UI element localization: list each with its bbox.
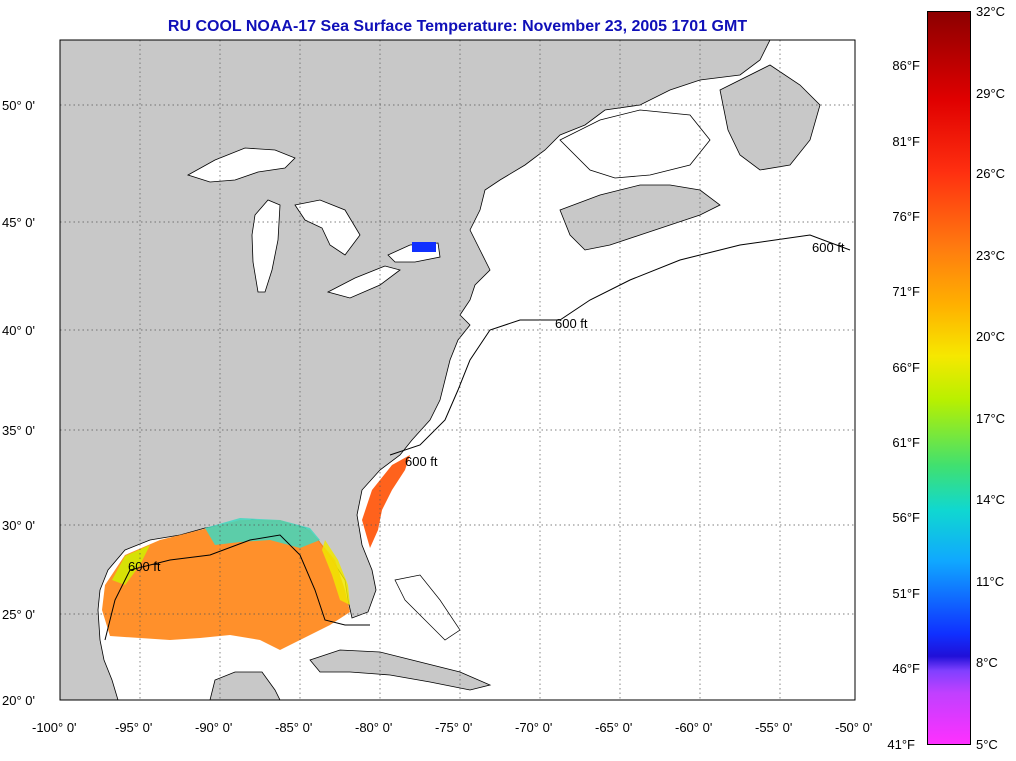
temperature-colorbar (927, 11, 971, 745)
colorbar-celsius-label: 20°C (976, 329, 1006, 344)
lon-label: -100° 0' (32, 720, 77, 735)
land-cuba (309, 649, 492, 691)
gulf-sst-florida-shelf (322, 540, 350, 605)
colorbar-celsius-label: 11°C (976, 574, 1005, 589)
colorbar-celsius-label: 8°C (976, 655, 998, 670)
lat-label: 25° 0' (2, 607, 35, 622)
colorbar-fahrenheit-label: 46°F (892, 661, 920, 676)
contour-label: 600 ft (405, 454, 438, 469)
colorbar-fahrenheit-label: 61°F (892, 435, 920, 450)
lon-label: -90° 0' (195, 720, 232, 735)
lat-label: 40° 0' (2, 323, 35, 338)
contour-label: 600 ft (812, 240, 845, 255)
map-title: RU COOL NOAA-17 Sea Surface Temperature:… (167, 18, 748, 35)
contour-label: 600 ft (555, 316, 588, 331)
lon-axis: -100° 0' -95° 0' -90° 0' -85° 0' -80° 0'… (32, 720, 872, 735)
bahamas (394, 574, 461, 641)
gulf-sst-west-shelf (112, 545, 150, 585)
gulf-sst (102, 520, 350, 650)
colorbar-fahrenheit-label: 81°F (892, 134, 920, 149)
lake-erie (326, 265, 401, 299)
graticule (60, 40, 855, 700)
colorbar-fahrenheit-label: 66°F (892, 360, 920, 375)
lon-label: -95° 0' (115, 720, 152, 735)
lat-label: 45° 0' (2, 215, 35, 230)
lon-label: -70° 0' (515, 720, 552, 735)
colorbar-fahrenheit-label: 56°F (892, 510, 920, 525)
gulfstream-sst (362, 455, 410, 548)
lake-michigan (251, 199, 281, 293)
lat-label: 20° 0' (2, 693, 35, 708)
land-newfoundland (719, 64, 821, 171)
lon-label: -65° 0' (595, 720, 632, 735)
colorbar-celsius-label: 23°C (976, 248, 1006, 263)
lon-label: -80° 0' (355, 720, 392, 735)
colorbar-celsius-label: 17°C (976, 411, 1006, 426)
lat-label: 30° 0' (2, 518, 35, 533)
lat-label: 35° 0' (2, 423, 35, 438)
gulf-sst-cool-shelf (205, 518, 320, 548)
land-north-america (60, 40, 771, 700)
land-yucatan (209, 671, 281, 700)
colorbar-fahrenheit-label: 41°F (887, 737, 915, 752)
colorbar-fahrenheit-label: 71°F (892, 284, 920, 299)
map-frame (59, 39, 856, 701)
lake-superior (186, 147, 296, 183)
lon-label: -50° 0' (835, 720, 872, 735)
colorbar-fahrenheit-label: 86°F (892, 58, 920, 73)
land-maritimes (559, 184, 721, 251)
lake-huron (294, 199, 361, 256)
contour-label: 600 ft (128, 559, 161, 574)
lake-ontario-sst (412, 242, 436, 252)
lon-label: -60° 0' (675, 720, 712, 735)
lon-label: -55° 0' (755, 720, 792, 735)
colorbar-celsius-label: 26°C (976, 166, 1006, 181)
lat-label: 50° 0' (2, 98, 35, 113)
colorbar-fahrenheit-label: 76°F (892, 209, 920, 224)
colorbar-fahrenheit-label: 51°F (892, 586, 920, 601)
colorbar-celsius-label: 14°C (976, 492, 1006, 507)
colorbar-celsius-label: 29°C (976, 86, 1006, 101)
colorbar-celsius-label: 5°C (976, 737, 998, 752)
colorbar-celsius-label: 32°C (976, 4, 1006, 19)
lon-label: -75° 0' (435, 720, 472, 735)
lon-label: -85° 0' (275, 720, 312, 735)
lat-axis: 50° 0' 45° 0' 40° 0' 35° 0' 30° 0' 25° 0… (2, 98, 35, 708)
